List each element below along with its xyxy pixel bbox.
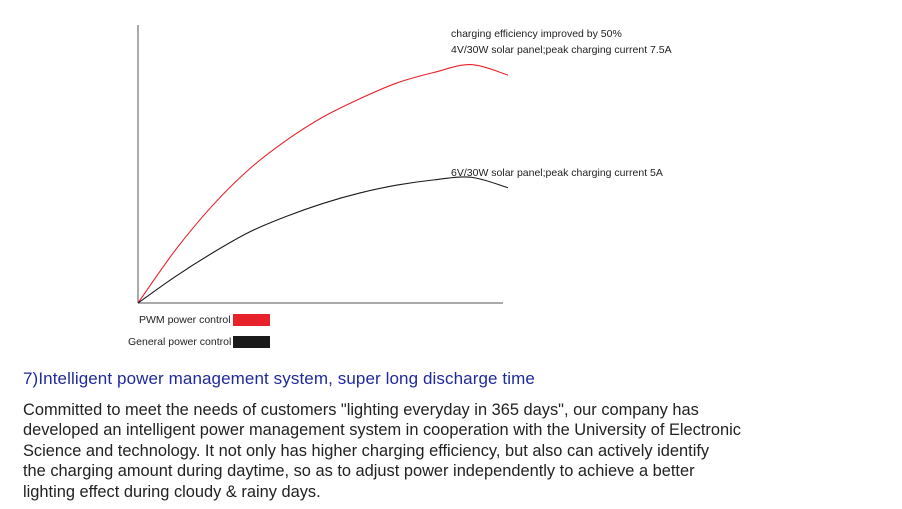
charging-efficiency-chart: charging efficiency improved by 50% 4V/3… bbox=[137, 25, 672, 304]
annotations: charging efficiency improved by 50% 4V/3… bbox=[451, 28, 672, 179]
body-line: developed an intelligent power managemen… bbox=[23, 421, 741, 440]
legend-item-general: General power control bbox=[128, 336, 271, 348]
body-line: Committed to meet the needs of customers… bbox=[23, 401, 699, 419]
legend-swatch-pwm bbox=[232, 314, 270, 326]
axes bbox=[137, 25, 503, 304]
annotation-general-panel: 6V/30W solar panel;peak charging current… bbox=[451, 167, 663, 179]
series-line-pwm bbox=[137, 64, 509, 304]
body-line: Science and technology. It not only has … bbox=[23, 441, 710, 460]
series-line-general bbox=[137, 176, 509, 304]
legend-label-general: General power control bbox=[128, 336, 232, 348]
series-lines bbox=[137, 64, 509, 304]
body-line: lighting effect during cloudy & rainy da… bbox=[23, 482, 321, 501]
section-body: Committed to meet the needs of customers… bbox=[23, 400, 898, 502]
annotation-pwm-panel: 4V/30W solar panel;peak charging current… bbox=[451, 44, 672, 56]
section-heading: 7)Intelligent power management system, s… bbox=[23, 369, 535, 388]
legend-label-pwm: PWM power control bbox=[139, 314, 231, 326]
annotation-efficiency: charging efficiency improved by 50% bbox=[451, 28, 622, 40]
legend-item-pwm: PWM power control bbox=[139, 314, 270, 326]
legend-swatch-general bbox=[233, 336, 271, 348]
body-line: the charging amount during daytime, so a… bbox=[23, 462, 695, 481]
